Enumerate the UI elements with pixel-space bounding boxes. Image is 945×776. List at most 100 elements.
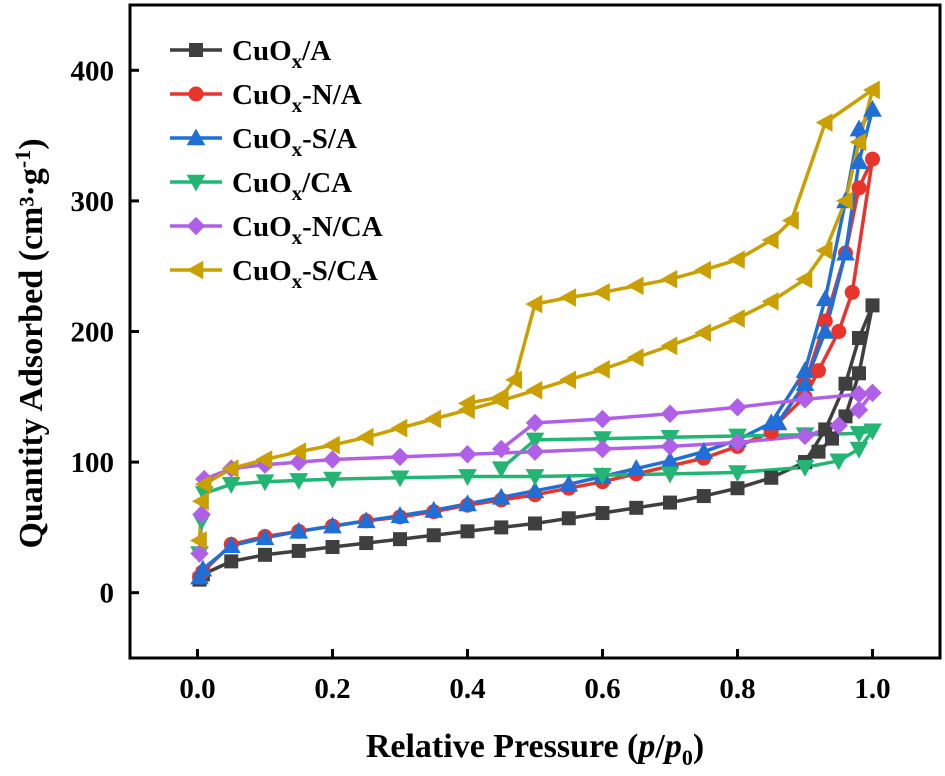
data-point (795, 269, 813, 289)
x-axis-ticks: 0.0 0.2 0.4 0.6 0.8 1.0 (179, 649, 891, 705)
data-point (761, 292, 779, 311)
legend-marker (186, 260, 204, 280)
data-point (190, 544, 209, 563)
data-point (852, 331, 866, 346)
data-point (193, 559, 213, 577)
data-point (525, 442, 545, 461)
plot-markers (189, 80, 882, 587)
data-point (849, 426, 869, 443)
data-point (525, 294, 543, 314)
data-point (811, 444, 826, 459)
data-point (559, 474, 579, 492)
data-point (728, 398, 747, 417)
data-point (561, 511, 576, 526)
data-point (192, 505, 211, 524)
data-point (795, 390, 815, 409)
y-tick-label: 100 (71, 447, 115, 479)
data-point (458, 469, 477, 486)
data-point (626, 276, 644, 296)
legend-label: CuOx-S/CA (232, 255, 378, 293)
y-tick-label: 200 (71, 317, 115, 349)
data-point (390, 470, 410, 488)
data-point (694, 442, 714, 459)
data-point (258, 547, 272, 562)
data-point (838, 376, 853, 391)
data-point (849, 384, 869, 404)
data-point (390, 506, 410, 523)
data-point (660, 466, 680, 484)
data-point (795, 426, 815, 446)
data-point (728, 465, 747, 483)
data-point (660, 437, 680, 456)
legend-marker (186, 174, 206, 192)
data-point (825, 431, 839, 446)
data-point (221, 536, 241, 553)
data-point (811, 363, 826, 379)
data-point (593, 431, 612, 449)
data-point (660, 269, 678, 289)
data-point (829, 416, 848, 435)
data-point (815, 241, 833, 260)
data-point (730, 481, 745, 496)
data-point (660, 404, 680, 423)
data-point (862, 80, 880, 100)
data-point (356, 427, 374, 447)
series-line (197, 429, 875, 554)
data-point (255, 450, 273, 469)
x-tick-label: 0.4 (449, 673, 485, 705)
legend-marker (188, 86, 204, 102)
plot-lines (197, 88, 875, 581)
data-point (849, 119, 869, 137)
data-point (221, 459, 239, 478)
y-tick-label: 0 (100, 578, 115, 610)
data-point (224, 554, 239, 569)
data-point (727, 250, 745, 270)
data-point (694, 260, 712, 280)
data-point (458, 445, 477, 464)
x-tick-label: 0.2 (314, 673, 350, 705)
data-point (815, 113, 833, 132)
data-point (694, 323, 712, 343)
data-point (831, 324, 847, 339)
data-point (663, 495, 677, 510)
data-point (359, 536, 374, 551)
data-point (189, 531, 207, 550)
legend-marker (186, 128, 206, 146)
y-tick-label: 300 (71, 186, 115, 218)
data-point (289, 473, 309, 490)
data-point (192, 491, 209, 511)
data-point (764, 470, 779, 485)
data-point (593, 467, 612, 485)
y-axis-ticks: 0 100 200 300 400 (71, 55, 139, 610)
data-point (849, 152, 869, 170)
data-point (494, 520, 509, 535)
data-point (491, 487, 511, 505)
data-point (491, 387, 509, 407)
data-point (559, 370, 577, 390)
data-point (424, 409, 442, 429)
data-point (525, 432, 545, 450)
y-axis-title: Quantity Adsorbed (cm³·g-1) (10, 138, 50, 548)
data-point (815, 289, 835, 307)
x-tick-label: 0.8 (719, 673, 755, 705)
data-point (865, 298, 880, 313)
x-tick-label: 0.6 (584, 673, 620, 705)
data-point (325, 539, 340, 554)
data-point (323, 516, 342, 534)
data-point (356, 511, 376, 529)
data-point (835, 191, 853, 211)
data-point (865, 151, 880, 167)
data-point (323, 450, 342, 469)
data-point (525, 413, 545, 433)
data-point (592, 360, 610, 379)
data-point (626, 348, 644, 367)
data-point (323, 471, 342, 489)
x-tick-label: 0.0 (179, 673, 215, 705)
legend: CuOx/A CuOx-N/A CuOx-S/A CuOx/CA CuOx-N/CA Cu… (170, 35, 383, 293)
data-point (426, 528, 441, 543)
data-point (390, 447, 410, 467)
data-point (795, 460, 815, 477)
data-point (626, 459, 646, 476)
data-point (255, 528, 275, 546)
